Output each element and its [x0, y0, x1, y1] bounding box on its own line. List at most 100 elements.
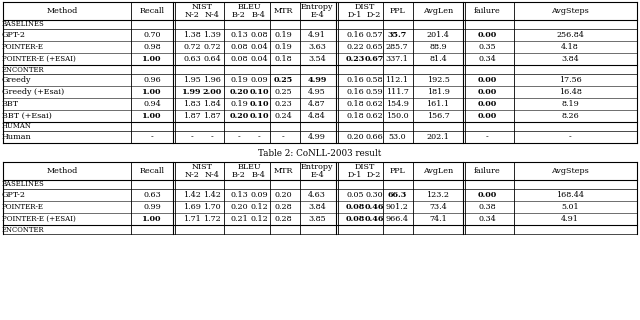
Text: B-4: B-4 [252, 11, 266, 19]
Text: 112.1: 112.1 [385, 76, 408, 84]
Text: MTR: MTR [273, 7, 292, 15]
Text: 161.1: 161.1 [426, 100, 449, 108]
Text: Recall: Recall [140, 7, 164, 15]
Text: 0.09: 0.09 [250, 76, 268, 84]
Text: AvgLen: AvgLen [423, 167, 453, 175]
Text: 0.16: 0.16 [346, 88, 364, 96]
Text: 201.4: 201.4 [427, 31, 449, 39]
Text: 0.10: 0.10 [249, 100, 269, 108]
Text: 123.2: 123.2 [426, 191, 449, 199]
Text: B-4: B-4 [252, 171, 266, 179]
Text: 0.00: 0.00 [477, 100, 497, 108]
Text: Recall: Recall [140, 167, 164, 175]
Text: 1.39: 1.39 [203, 31, 221, 39]
Text: 1.71: 1.71 [183, 215, 201, 223]
Text: 73.4: 73.4 [429, 203, 447, 211]
Text: 1.96: 1.96 [203, 76, 221, 84]
Text: 81.4: 81.4 [429, 55, 447, 63]
Text: 2.00: 2.00 [202, 88, 221, 96]
Text: Table 2: CoNLL-2003 result: Table 2: CoNLL-2003 result [259, 149, 381, 158]
Text: -: - [258, 133, 260, 141]
Text: 0.20: 0.20 [274, 191, 292, 199]
Text: failure: failure [474, 7, 500, 15]
Text: 1.00: 1.00 [142, 215, 162, 223]
Text: 0.04: 0.04 [250, 55, 268, 63]
Text: 0.24: 0.24 [274, 112, 292, 120]
Text: 53.0: 53.0 [388, 133, 406, 141]
Text: Method: Method [46, 7, 77, 15]
Text: POINTER-E (+ESAI): POINTER-E (+ESAI) [2, 215, 76, 223]
Text: ENCONTER: ENCONTER [2, 66, 45, 74]
Text: 0.62: 0.62 [365, 112, 383, 120]
Text: 0.72: 0.72 [183, 43, 201, 51]
Text: 0.72: 0.72 [203, 43, 221, 51]
Text: 150.0: 150.0 [386, 112, 408, 120]
Text: NIST: NIST [191, 4, 212, 12]
Text: -: - [150, 133, 154, 141]
Text: 1.42: 1.42 [183, 191, 201, 199]
Text: 0.13: 0.13 [230, 191, 248, 199]
Text: 0.00: 0.00 [477, 112, 497, 120]
Text: N-4: N-4 [205, 11, 220, 19]
Text: BLEU: BLEU [237, 4, 261, 12]
Text: D-2: D-2 [367, 171, 381, 179]
Text: 1.87: 1.87 [183, 112, 201, 120]
Text: -: - [211, 133, 213, 141]
Text: -: - [568, 133, 572, 141]
Text: POINTER-E: POINTER-E [2, 203, 44, 211]
Text: 0.20: 0.20 [230, 203, 248, 211]
Text: 3.63: 3.63 [308, 43, 326, 51]
Text: 0.65: 0.65 [365, 43, 383, 51]
Text: -: - [237, 133, 241, 141]
Text: 0.05: 0.05 [346, 191, 364, 199]
Text: 4.91: 4.91 [561, 215, 579, 223]
Text: 4.91: 4.91 [308, 31, 326, 39]
Text: DIST: DIST [355, 4, 374, 12]
Text: 8.19: 8.19 [561, 100, 579, 108]
Text: 1.00: 1.00 [142, 88, 162, 96]
Text: 0.30: 0.30 [365, 191, 383, 199]
Text: 0.25: 0.25 [273, 76, 292, 84]
Text: POINTER-E (+ESAI): POINTER-E (+ESAI) [2, 55, 76, 63]
Text: 4.99: 4.99 [308, 133, 326, 141]
Text: 0.00: 0.00 [477, 31, 497, 39]
Text: PPL: PPL [389, 7, 405, 15]
Text: B-2: B-2 [232, 171, 246, 179]
Text: 4.87: 4.87 [308, 100, 326, 108]
Text: 0.58: 0.58 [365, 76, 383, 84]
Text: 0.96: 0.96 [143, 76, 161, 84]
Text: 0.94: 0.94 [143, 100, 161, 108]
Text: 285.7: 285.7 [386, 43, 408, 51]
Text: 0.25: 0.25 [274, 88, 292, 96]
Text: BBT (+Esai): BBT (+Esai) [2, 112, 52, 120]
Text: 0.16: 0.16 [346, 31, 364, 39]
Text: AvgSteps: AvgSteps [551, 167, 589, 175]
Text: 0.00: 0.00 [477, 76, 497, 84]
Text: GPT-2: GPT-2 [2, 31, 26, 39]
Text: 0.00: 0.00 [477, 88, 497, 96]
Text: GPT-2: GPT-2 [2, 191, 26, 199]
Text: 111.7: 111.7 [385, 88, 408, 96]
Text: Entropy: Entropy [301, 4, 333, 12]
Text: 0.10: 0.10 [249, 112, 269, 120]
Text: 5.01: 5.01 [561, 203, 579, 211]
Text: 901.2: 901.2 [385, 203, 408, 211]
Text: 88.9: 88.9 [429, 43, 447, 51]
Text: 35.7: 35.7 [387, 31, 406, 39]
Text: 0.08: 0.08 [346, 203, 365, 211]
Text: E-4: E-4 [310, 11, 324, 19]
Text: AvgLen: AvgLen [423, 7, 453, 15]
Text: 0.28: 0.28 [274, 215, 292, 223]
Text: 0.04: 0.04 [250, 43, 268, 51]
Text: -: - [191, 133, 193, 141]
Text: N-4: N-4 [205, 171, 220, 179]
Text: 4.84: 4.84 [308, 112, 326, 120]
Text: 0.23: 0.23 [274, 100, 292, 108]
Text: Entropy: Entropy [301, 164, 333, 172]
Text: 256.84: 256.84 [556, 31, 584, 39]
Text: 0.20: 0.20 [346, 133, 364, 141]
Text: 0.18: 0.18 [274, 55, 292, 63]
Text: 4.63: 4.63 [308, 191, 326, 199]
Text: 0.00: 0.00 [477, 191, 497, 199]
Text: 4.95: 4.95 [308, 88, 326, 96]
